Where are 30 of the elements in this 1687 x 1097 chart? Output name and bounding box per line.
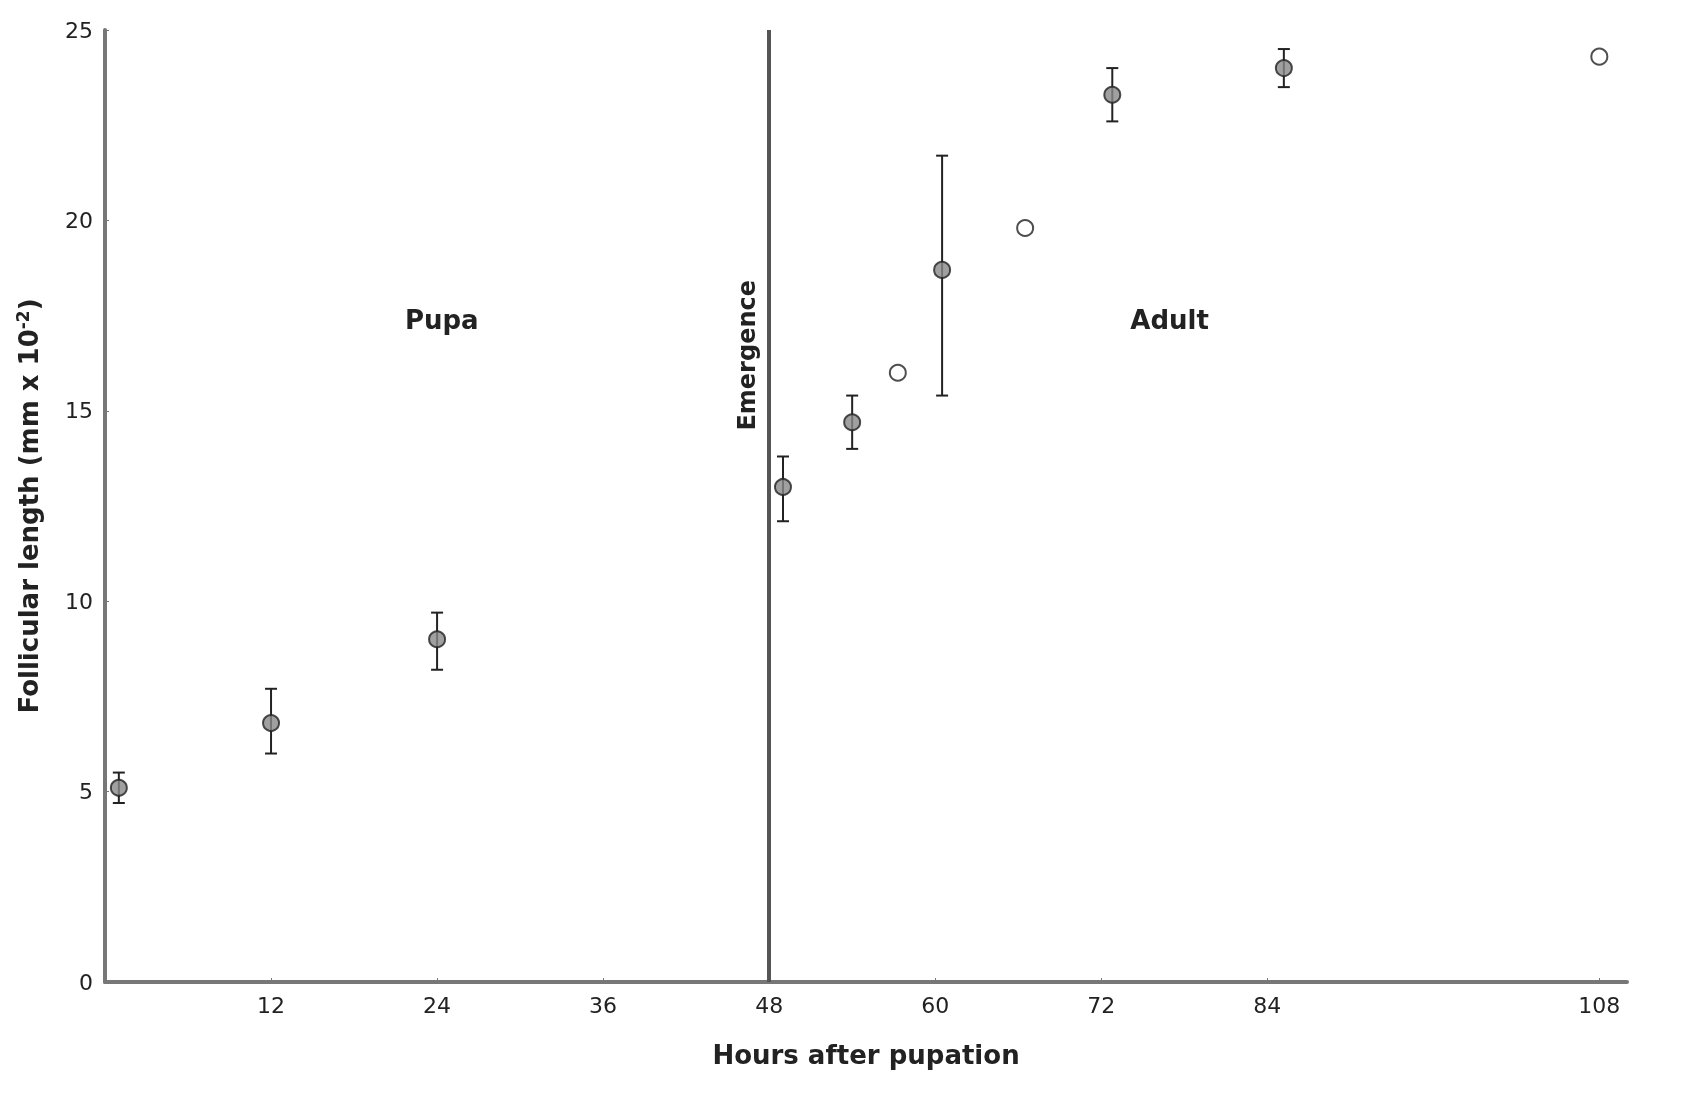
point [1103, 85, 1122, 104]
point [843, 413, 862, 432]
x-tick-label: 48 [755, 992, 784, 1018]
point [1016, 219, 1035, 238]
y-tick-label: 20 [65, 207, 93, 233]
x-axis-title: Hours after pupation [712, 1040, 1020, 1070]
point [888, 363, 907, 382]
x-tick-label: 84 [1253, 992, 1282, 1018]
y-tick-label: 10 [65, 588, 93, 614]
x-tick-label: 36 [589, 992, 618, 1018]
x-tick-label: 12 [257, 992, 286, 1018]
point [1274, 59, 1293, 78]
x-tick-label: 60 [921, 992, 950, 1018]
annotation: Adult [1130, 305, 1209, 336]
point [1590, 47, 1609, 66]
point [262, 714, 281, 733]
ref-line-label: Emergence [733, 280, 762, 431]
x-tick-label: 108 [1578, 992, 1621, 1018]
y-tick-label: 5 [79, 779, 93, 805]
point [428, 630, 447, 649]
point [933, 260, 952, 279]
x-tick-label: 24 [423, 992, 452, 1018]
annotation: Pupa [404, 305, 479, 336]
point [774, 477, 792, 496]
y-tick-label: 15 [65, 398, 93, 424]
point [109, 778, 128, 797]
y-tick-label: 25 [65, 17, 93, 43]
x-tick-label: 72 [1087, 992, 1116, 1018]
y-axis-title: Follicular length (mm x 10-2) [12, 298, 44, 714]
y-tick-label: 0 [79, 969, 93, 995]
